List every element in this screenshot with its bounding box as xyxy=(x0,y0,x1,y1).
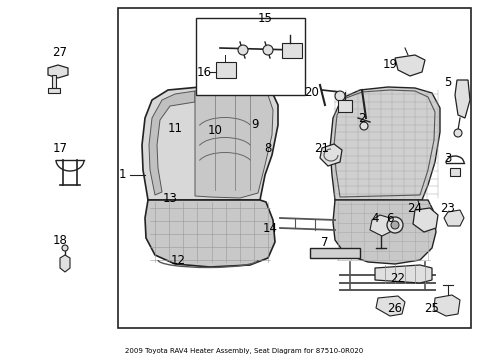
Text: 8: 8 xyxy=(264,141,271,154)
Text: 4: 4 xyxy=(370,211,378,225)
Polygon shape xyxy=(375,296,404,316)
Text: 10: 10 xyxy=(207,123,222,136)
Bar xyxy=(118,8,470,328)
Polygon shape xyxy=(433,295,459,316)
Text: 12: 12 xyxy=(170,253,185,266)
Text: 6: 6 xyxy=(386,211,393,225)
Text: 27: 27 xyxy=(52,45,67,58)
Polygon shape xyxy=(149,91,195,195)
Text: 19: 19 xyxy=(382,58,397,71)
Circle shape xyxy=(453,129,461,137)
Bar xyxy=(282,43,302,58)
Text: 20: 20 xyxy=(304,85,319,99)
Text: 2: 2 xyxy=(358,112,365,125)
Polygon shape xyxy=(369,215,389,236)
Polygon shape xyxy=(48,65,68,78)
Polygon shape xyxy=(374,265,431,283)
Text: 17: 17 xyxy=(52,141,67,154)
Bar xyxy=(196,18,305,95)
Bar xyxy=(449,168,459,176)
Polygon shape xyxy=(394,55,424,76)
Text: 5: 5 xyxy=(444,76,451,89)
Polygon shape xyxy=(60,255,70,272)
Text: 23: 23 xyxy=(440,202,454,215)
Polygon shape xyxy=(329,87,439,200)
Polygon shape xyxy=(319,144,341,166)
Text: 1: 1 xyxy=(118,168,125,181)
Text: 15: 15 xyxy=(257,12,272,24)
Circle shape xyxy=(62,245,68,251)
Circle shape xyxy=(386,217,402,233)
Polygon shape xyxy=(454,80,469,118)
Polygon shape xyxy=(332,200,435,264)
Polygon shape xyxy=(48,88,60,93)
Text: 16: 16 xyxy=(196,66,211,78)
Text: 13: 13 xyxy=(162,192,177,204)
Polygon shape xyxy=(142,87,278,200)
Text: 9: 9 xyxy=(251,118,258,131)
Circle shape xyxy=(238,45,247,55)
Polygon shape xyxy=(412,208,437,232)
Polygon shape xyxy=(195,90,272,198)
Bar xyxy=(216,62,236,78)
Text: 24: 24 xyxy=(407,202,422,215)
Polygon shape xyxy=(52,75,56,88)
Polygon shape xyxy=(145,200,274,267)
Text: 21: 21 xyxy=(314,141,329,154)
Circle shape xyxy=(359,122,367,130)
Text: 7: 7 xyxy=(321,235,328,248)
Text: 2009 Toyota RAV4 Heater Assembly, Seat Diagram for 87510-0R020: 2009 Toyota RAV4 Heater Assembly, Seat D… xyxy=(125,348,363,354)
Text: 11: 11 xyxy=(167,122,182,135)
Polygon shape xyxy=(443,210,463,226)
Text: 26: 26 xyxy=(386,302,402,315)
Circle shape xyxy=(263,45,272,55)
Bar xyxy=(309,248,359,258)
Text: 18: 18 xyxy=(52,234,67,247)
Text: 22: 22 xyxy=(390,271,405,284)
Circle shape xyxy=(390,221,398,229)
Text: 25: 25 xyxy=(424,302,439,315)
Circle shape xyxy=(334,91,345,101)
Text: 3: 3 xyxy=(444,152,451,165)
Text: 14: 14 xyxy=(262,221,277,234)
Bar xyxy=(337,100,351,112)
